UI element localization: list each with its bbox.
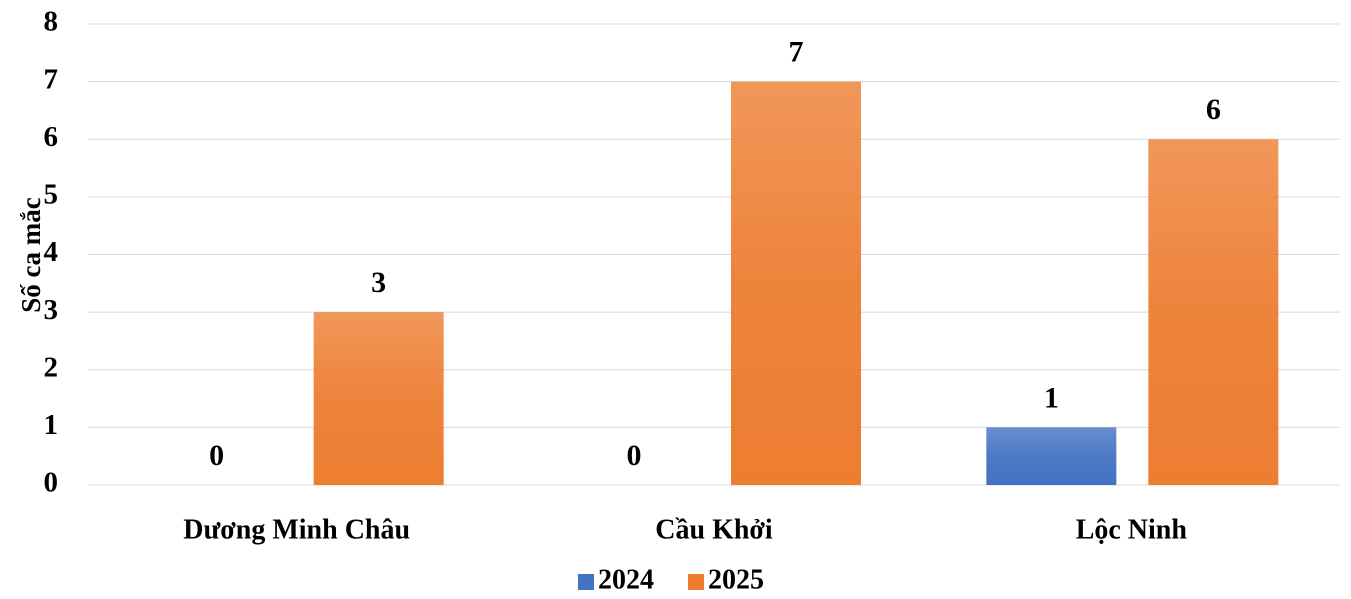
y-tick-label: 4 xyxy=(44,236,59,268)
y-axis-label: Số ca mắc xyxy=(16,197,46,312)
x-tick-label: Dương Minh Châu xyxy=(183,514,410,545)
legend-label: 2025 xyxy=(708,564,764,595)
y-tick-label: 2 xyxy=(44,351,59,383)
data-label: 0 xyxy=(209,439,224,472)
x-tick-label: Cầu Khởi xyxy=(655,514,773,545)
bar xyxy=(1148,139,1279,485)
legend-swatch xyxy=(578,574,594,590)
data-label: 1 xyxy=(1044,381,1059,414)
y-tick-label: 1 xyxy=(44,409,59,441)
y-tick-label: 7 xyxy=(44,63,59,95)
x-tick-label: Lộc Ninh xyxy=(1076,514,1188,545)
y-tick-label: 8 xyxy=(44,6,59,38)
y-tick-label: 5 xyxy=(44,179,59,211)
data-label: 0 xyxy=(627,439,642,472)
data-label: 6 xyxy=(1206,93,1221,126)
bar xyxy=(731,81,861,485)
legend-label: 2024 xyxy=(598,564,654,595)
y-tick-label: 0 xyxy=(44,467,59,499)
bar xyxy=(313,312,444,485)
data-label: 7 xyxy=(789,36,804,69)
bar xyxy=(986,427,1117,485)
y-tick-label: 6 xyxy=(44,121,59,153)
legend-swatch xyxy=(688,574,704,590)
y-tick-label: 3 xyxy=(44,294,59,326)
data-label: 3 xyxy=(371,266,386,299)
